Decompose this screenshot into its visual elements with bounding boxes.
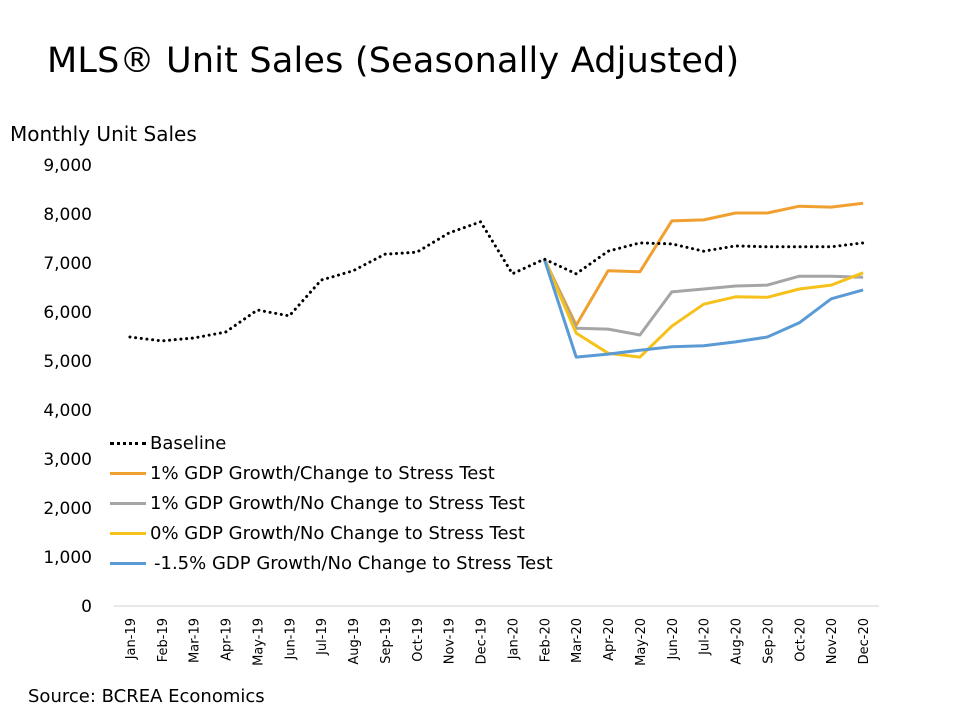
x-tick-label: Feb-19 xyxy=(156,618,171,662)
x-tick-label: Jun-19 xyxy=(283,618,298,661)
x-tick-label: Apr-20 xyxy=(602,618,617,661)
x-tick-label: Dec-20 xyxy=(857,618,872,664)
series-line-s4 xyxy=(542,258,864,359)
legend-label: 0% GDP Growth/No Change to Stress Test xyxy=(150,522,525,544)
x-tick-label: May-19 xyxy=(251,618,266,666)
x-tick-label: Jun-20 xyxy=(666,618,681,661)
series-lines xyxy=(128,201,865,359)
x-tick-label: Dec-19 xyxy=(475,618,490,664)
x-tick-label: Feb-20 xyxy=(538,618,553,662)
chart-title: MLS® Unit Sales (Seasonally Adjusted) xyxy=(47,41,740,81)
series-line-s3 xyxy=(542,258,864,359)
legend-item-s1: 1% GDP Growth/Change to Stress Test xyxy=(110,458,553,488)
y-ticks: 0 1,000 2,000 3,000 4,000 5,000 6,000 7,000 8,00… xyxy=(43,156,92,617)
x-tick-label: Mar-20 xyxy=(570,618,585,663)
x-tick-label: Jan-20 xyxy=(506,618,521,660)
y-tick-label: 6,000 xyxy=(43,303,92,323)
source-note: Source: BCREA Economics xyxy=(28,686,265,707)
x-tick-label: Jan-19 xyxy=(124,618,139,660)
x-tick-label: Apr-19 xyxy=(220,618,235,661)
x-tick-label: May-20 xyxy=(634,618,649,666)
legend-item-s3: 0% GDP Growth/No Change to Stress Test xyxy=(110,518,553,548)
legend-item-s2: 1% GDP Growth/No Change to Stress Test xyxy=(110,488,553,518)
legend-label: 1% GDP Growth/No Change to Stress Test xyxy=(150,492,525,514)
y-tick-label: 1,000 xyxy=(43,548,92,568)
legend-swatch-s4 xyxy=(110,561,146,565)
x-tick-label: Oct-20 xyxy=(793,618,808,662)
x-tick-label: Jul-19 xyxy=(315,618,330,656)
x-ticks: Jan-19 Feb-19 Mar-19 Apr-19 May-19 Jun-19 Jul-… xyxy=(124,618,872,666)
y-tick-label: 0 xyxy=(81,597,92,617)
y-tick-label: 4,000 xyxy=(43,401,92,421)
y-axis-label: Monthly Unit Sales xyxy=(10,122,197,146)
series-line-s2 xyxy=(542,258,864,337)
y-tick-label: 8,000 xyxy=(43,205,92,225)
legend-swatch-baseline xyxy=(110,441,146,445)
x-tick-label: Sep-19 xyxy=(379,618,394,664)
legend-item-baseline: Baseline xyxy=(110,428,553,458)
legend-swatch-s2 xyxy=(110,501,146,505)
legend-swatch-s1 xyxy=(110,471,146,475)
legend-swatch-s3 xyxy=(110,531,146,535)
x-tick-label: Mar-19 xyxy=(188,618,203,663)
legend: Baseline 1% GDP Growth/Change to Stress … xyxy=(110,428,553,578)
legend-label: Baseline xyxy=(150,432,227,454)
y-tick-label: 7,000 xyxy=(43,254,92,274)
legend-label: 1% GDP Growth/Change to Stress Test xyxy=(150,462,495,484)
series-line-s1 xyxy=(542,201,864,327)
x-tick-label: Aug-20 xyxy=(730,618,745,665)
x-tick-label: Nov-19 xyxy=(443,618,458,664)
legend-item-s4: -1.5% GDP Growth/No Change to Stress Tes… xyxy=(110,548,553,578)
y-tick-label: 5,000 xyxy=(43,352,92,372)
y-tick-label: 2,000 xyxy=(43,499,92,519)
y-tick-label: 3,000 xyxy=(43,450,92,470)
x-tick-label: Jul-20 xyxy=(698,618,713,656)
legend-label: -1.5% GDP Growth/No Change to Stress Tes… xyxy=(154,552,553,574)
x-tick-label: Aug-19 xyxy=(347,618,362,665)
x-tick-label: Sep-20 xyxy=(761,618,776,664)
y-tick-label: 9,000 xyxy=(43,156,92,176)
x-tick-label: Oct-19 xyxy=(411,618,426,662)
x-tick-label: Nov-20 xyxy=(825,618,840,664)
series-line-baseline xyxy=(128,219,865,343)
